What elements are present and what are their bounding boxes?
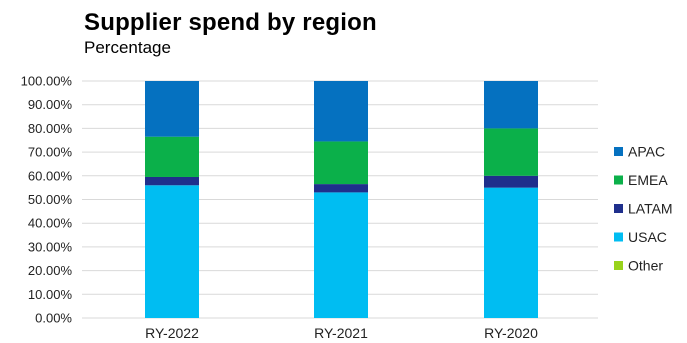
bar-segment-apac — [484, 81, 538, 129]
bar-segment-usac — [484, 187, 538, 318]
bar-segment-emea — [145, 136, 199, 177]
bar-segment-latam — [314, 184, 368, 193]
bar-segment-emea — [484, 128, 538, 176]
y-tick-label: 100.00% — [21, 74, 73, 89]
legend-label-usac: USAC — [628, 229, 667, 245]
legend-swatch-usac — [614, 232, 623, 242]
y-tick-label: 30.00% — [28, 239, 73, 254]
y-tick-label: 70.00% — [28, 145, 73, 160]
legend-swatch-other — [614, 261, 623, 270]
y-axis-tick-labels: 0.00% 10.00% 20.00% 30.00% 40.00% 50.00% 60.00… — [21, 74, 73, 326]
x-tick-label: RY-2021 — [314, 325, 368, 341]
legend: APAC EMEA LATAM USAC Other — [614, 144, 673, 274]
y-tick-label: 0.00% — [35, 311, 72, 326]
x-tick-label: RY-2022 — [145, 325, 199, 341]
legend-label-other: Other — [628, 258, 663, 274]
bars — [145, 81, 538, 318]
legend-swatch-apac — [614, 147, 623, 156]
bar-segment-emea — [314, 141, 368, 185]
bar-segment-apac — [145, 81, 199, 137]
bar-segment-latam — [484, 175, 538, 188]
y-tick-label: 50.00% — [28, 192, 73, 207]
chart-subtitle: Percentage — [84, 38, 171, 57]
legend-label-latam: LATAM — [628, 201, 673, 217]
y-tick-label: 40.00% — [28, 216, 73, 231]
chart-title: Supplier spend by region — [84, 9, 377, 36]
y-tick-label: 60.00% — [28, 168, 73, 183]
x-axis-tick-labels: RY-2022 RY-2021 RY-2020 — [145, 325, 538, 341]
legend-swatch-emea — [614, 175, 623, 185]
y-tick-label: 20.00% — [28, 263, 73, 278]
bar-segment-usac — [314, 192, 368, 318]
x-tick-label: RY-2020 — [484, 325, 538, 341]
bar-segment-usac — [145, 185, 199, 318]
legend-swatch-latam — [614, 204, 623, 213]
legend-label-apac: APAC — [628, 144, 665, 160]
y-tick-label: 80.00% — [28, 121, 73, 136]
bar-segment-apac — [314, 81, 368, 142]
bar-segment-latam — [145, 176, 199, 186]
y-tick-label: 10.00% — [28, 287, 73, 302]
y-tick-label: 90.00% — [28, 97, 73, 112]
legend-label-emea: EMEA — [628, 172, 668, 188]
